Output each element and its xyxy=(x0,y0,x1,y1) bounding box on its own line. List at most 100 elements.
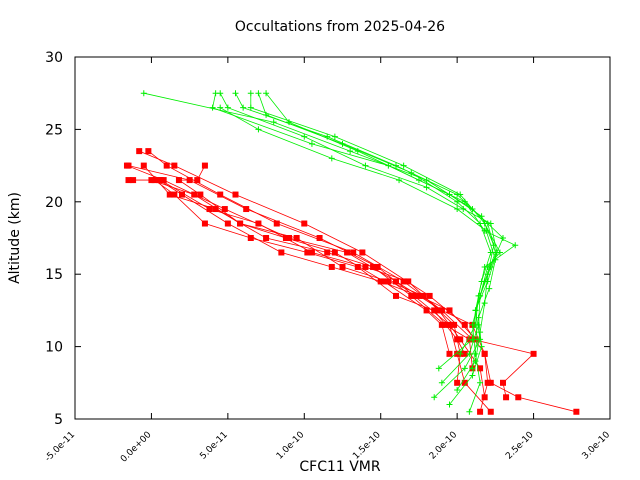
data-point xyxy=(191,191,198,198)
data-point xyxy=(247,235,254,241)
data-point xyxy=(217,104,224,111)
data-point xyxy=(460,206,467,213)
data-point xyxy=(331,133,338,140)
x-tick-label: 5.0e-11 xyxy=(198,430,230,462)
data-point xyxy=(461,365,468,372)
data-point xyxy=(396,177,403,184)
y-tick-label: 25 xyxy=(45,122,63,138)
data-point xyxy=(197,191,204,198)
data-point xyxy=(232,191,239,198)
data-point xyxy=(359,249,366,256)
data-point xyxy=(423,307,430,314)
data-point xyxy=(194,177,201,184)
data-point xyxy=(163,162,170,169)
data-point xyxy=(435,365,442,372)
data-point xyxy=(232,90,239,97)
data-point xyxy=(263,90,270,97)
y-tick-label: 10 xyxy=(45,340,63,356)
data-point xyxy=(457,336,464,343)
data-point xyxy=(408,169,415,176)
data-point xyxy=(408,292,415,299)
data-point xyxy=(503,394,510,401)
profile-line xyxy=(128,179,476,340)
data-point xyxy=(454,387,461,394)
series-1 xyxy=(140,90,519,415)
data-point xyxy=(493,249,500,256)
profile-line xyxy=(212,93,495,391)
data-point xyxy=(492,256,499,263)
data-point xyxy=(512,242,519,249)
data-point xyxy=(201,162,208,169)
data-point xyxy=(420,292,427,299)
data-point xyxy=(477,408,484,415)
data-point xyxy=(362,162,369,169)
data-point xyxy=(385,278,392,285)
data-point xyxy=(466,336,473,343)
data-point xyxy=(286,119,292,126)
data-point xyxy=(446,307,453,314)
data-point xyxy=(201,220,208,227)
data-point xyxy=(212,206,219,213)
data-point xyxy=(477,379,484,386)
data-point xyxy=(354,148,361,155)
data-point xyxy=(347,148,354,155)
data-point xyxy=(469,372,476,379)
data-point xyxy=(483,227,490,234)
profile-line xyxy=(126,165,489,412)
data-point xyxy=(484,271,491,278)
data-point xyxy=(486,285,493,292)
data-point xyxy=(179,191,185,198)
x-tick-label: 1.5e-10 xyxy=(351,430,383,462)
data-point xyxy=(478,343,485,350)
data-point xyxy=(362,263,369,270)
data-point xyxy=(475,314,482,321)
data-point xyxy=(461,350,468,357)
data-point xyxy=(224,220,231,227)
data-point xyxy=(454,379,461,386)
data-point xyxy=(123,162,130,169)
profile-line xyxy=(220,107,496,405)
data-point xyxy=(354,263,361,270)
data-point xyxy=(431,394,438,401)
data-point xyxy=(490,242,497,249)
data-point xyxy=(484,379,491,386)
data-point xyxy=(423,184,430,191)
data-point xyxy=(461,198,468,205)
data-point xyxy=(136,148,143,155)
data-point xyxy=(350,249,357,256)
data-point xyxy=(125,177,132,184)
data-point xyxy=(478,213,485,220)
data-point xyxy=(140,162,147,169)
data-point xyxy=(171,162,178,169)
data-point xyxy=(255,90,262,97)
data-point xyxy=(380,278,387,285)
profile-line xyxy=(139,150,577,413)
data-point xyxy=(339,263,346,270)
x-tick-label: 1.0e-10 xyxy=(275,430,307,462)
data-point xyxy=(278,249,285,256)
data-point xyxy=(438,307,445,314)
data-point xyxy=(385,162,392,169)
data-point xyxy=(175,177,182,184)
profile-line xyxy=(235,93,496,398)
data-point xyxy=(140,90,147,97)
data-point xyxy=(393,292,399,299)
data-point xyxy=(328,263,335,270)
data-point xyxy=(515,394,522,401)
x-tick-label: 2.5e-10 xyxy=(504,430,536,462)
data-point xyxy=(224,104,231,111)
data-point xyxy=(431,307,438,314)
data-point xyxy=(457,350,464,357)
data-point xyxy=(411,292,418,299)
data-point xyxy=(263,111,270,118)
data-point xyxy=(331,249,338,256)
data-point xyxy=(530,350,537,357)
data-point xyxy=(454,350,461,357)
data-point xyxy=(255,126,262,133)
data-point xyxy=(481,394,488,401)
data-point xyxy=(273,220,280,227)
data-point xyxy=(212,90,219,97)
data-point xyxy=(573,408,580,415)
data-point xyxy=(438,379,445,386)
data-point xyxy=(487,408,494,415)
